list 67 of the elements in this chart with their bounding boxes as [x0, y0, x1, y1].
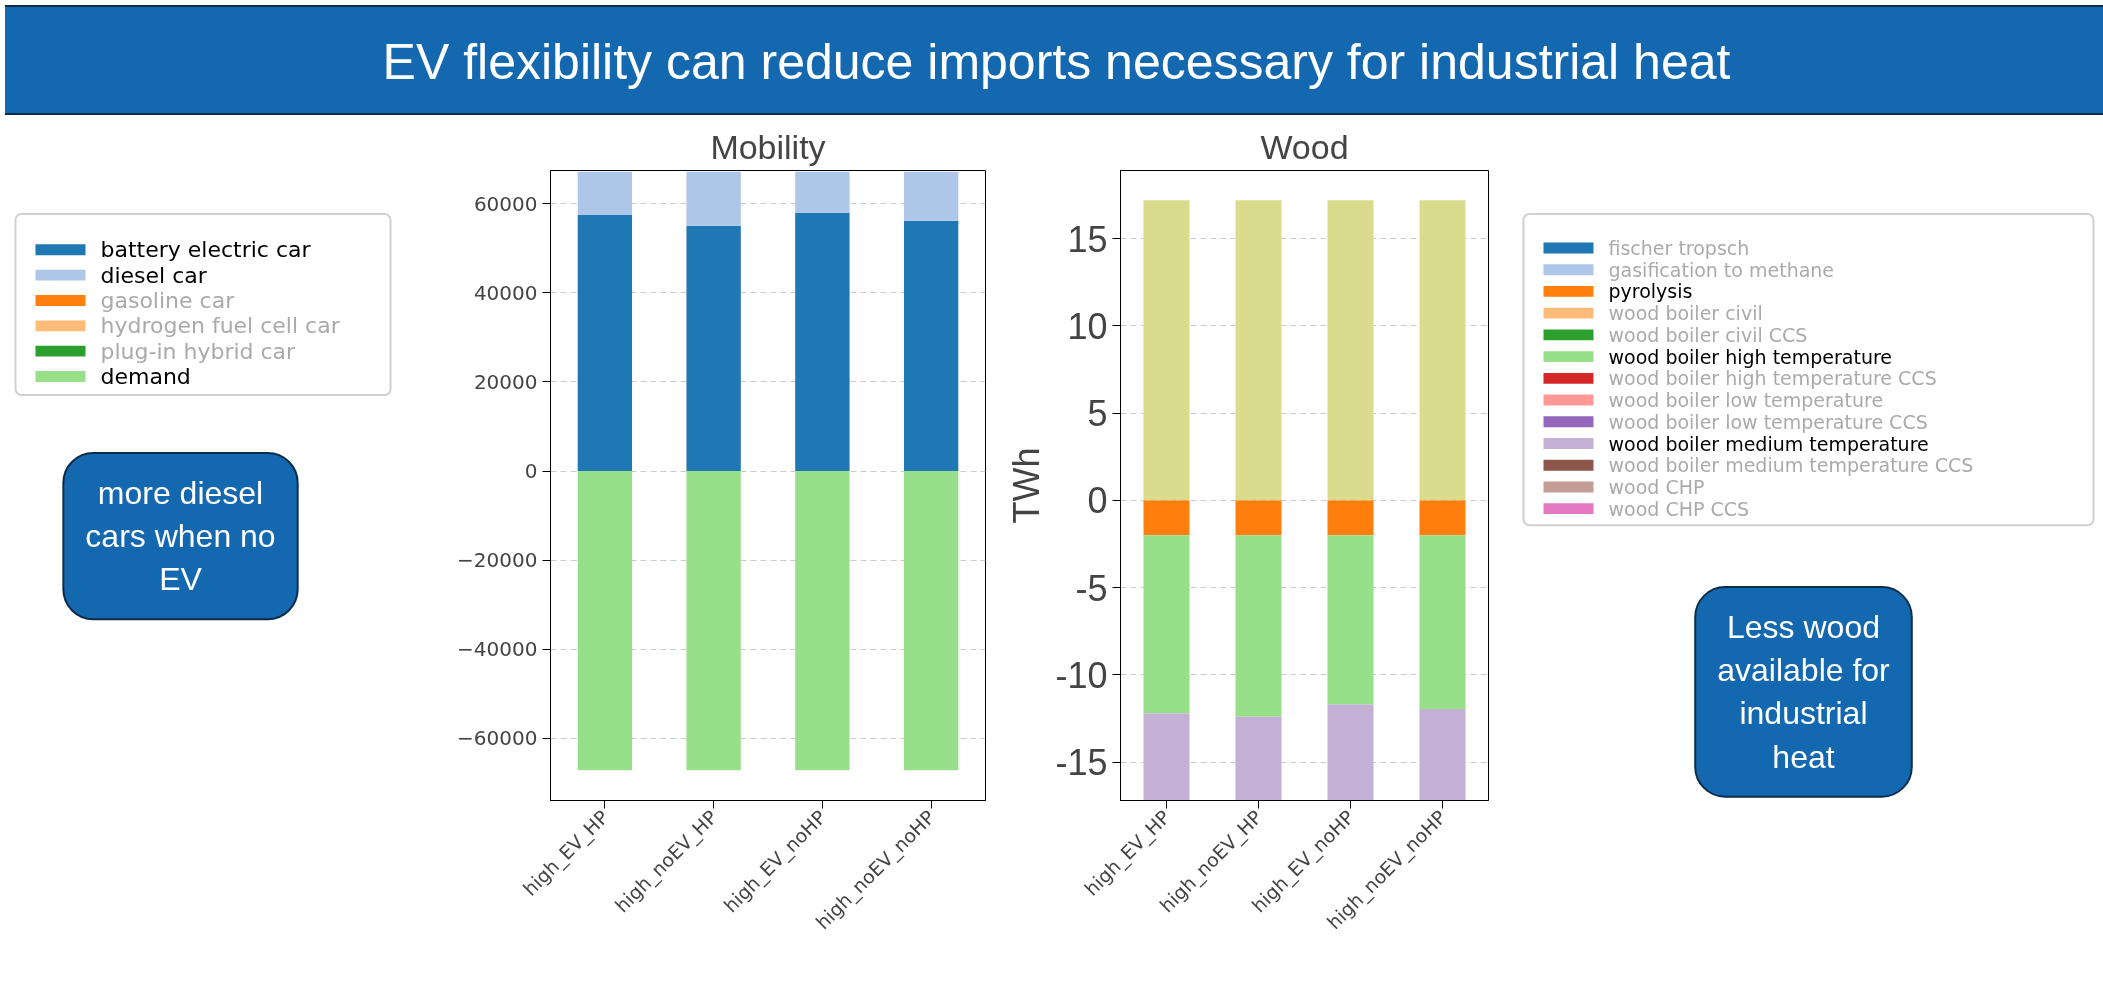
legend-label: wood boiler civil: [1608, 302, 1763, 325]
bar: [1235, 500, 1282, 536]
legend-label: hydrogen fuel cell car: [100, 313, 341, 339]
legend-label: wood boiler low temperature CCS: [1608, 410, 1928, 433]
y-tick-label: 20000: [473, 369, 538, 394]
chart-title: Mobility: [710, 127, 826, 166]
legend-label: gasification to methane: [1608, 258, 1835, 281]
y-tick-label: -5: [1075, 567, 1108, 609]
bar: [1327, 704, 1374, 801]
bar: [577, 471, 633, 771]
bar: [1143, 200, 1190, 501]
bar: [1419, 708, 1466, 801]
y-tick-label: −40000: [457, 637, 538, 662]
y-tick-label: 0: [1087, 480, 1108, 522]
text: more diesel cars when no EV: [85, 474, 276, 598]
legend-label: battery electric car: [100, 237, 312, 263]
bar: [795, 212, 850, 472]
legend-label: wood boiler civil CCS: [1608, 323, 1808, 346]
legend-label: fischer tropsch: [1608, 236, 1750, 259]
legend-label: plug-in hybrid car: [100, 338, 297, 364]
legend-label: wood boiler medium temperature: [1608, 432, 1929, 455]
bar: [1143, 500, 1190, 536]
y-tick-label: 60000: [473, 191, 538, 216]
y-tick-label: 40000: [473, 280, 538, 305]
chart-title: Wood: [1260, 127, 1349, 166]
bar: [903, 471, 959, 771]
legend-label: gasoline car: [100, 287, 236, 313]
text: Less wood available for industrial heat: [1717, 609, 1891, 775]
y-tick-label: 0: [524, 459, 538, 484]
y-tick-label: 15: [1067, 218, 1108, 260]
bar: [1235, 200, 1282, 501]
bar: [1143, 535, 1190, 714]
bar: [903, 171, 959, 221]
legend-label: wood boiler low temperature: [1608, 389, 1884, 412]
bar: [1327, 500, 1374, 536]
y-axis-title: TWh: [1006, 447, 1048, 524]
bar: [577, 171, 633, 216]
y-tick-label: -15: [1055, 742, 1108, 784]
bar: [1143, 713, 1190, 801]
bar: [903, 220, 959, 472]
legend-label: wood CHP: [1608, 475, 1705, 498]
legend-label: diesel car: [100, 262, 208, 288]
bar: [686, 171, 741, 226]
bar: [795, 471, 850, 771]
legend-label: wood boiler high temperature CCS: [1608, 367, 1937, 390]
bar: [1327, 200, 1374, 501]
y-tick-label: −60000: [457, 726, 538, 751]
y-tick-label: -10: [1055, 654, 1108, 696]
legend-label: wood CHP CCS: [1608, 497, 1750, 520]
bar: [1235, 716, 1282, 801]
y-tick-label: −20000: [457, 548, 538, 573]
bar: [795, 171, 850, 213]
legend-label: wood boiler medium temperature CCS: [1608, 454, 1974, 477]
bar: [1235, 535, 1282, 717]
text: EV flexibility can reduce imports necessary for industrial heat: [382, 33, 1731, 92]
y-tick-label: 5: [1087, 393, 1108, 435]
y-tick-label: 10: [1067, 305, 1108, 347]
bar: [1419, 200, 1466, 501]
bar: [1327, 535, 1374, 705]
legend-label: demand: [100, 364, 191, 390]
bar: [1419, 500, 1466, 536]
legend-label: pyrolysis: [1608, 280, 1693, 303]
legend-label: wood boiler high temperature: [1608, 345, 1893, 368]
bar: [577, 215, 633, 472]
bar: [686, 471, 741, 771]
bar: [1419, 535, 1466, 709]
bar: [686, 225, 741, 472]
